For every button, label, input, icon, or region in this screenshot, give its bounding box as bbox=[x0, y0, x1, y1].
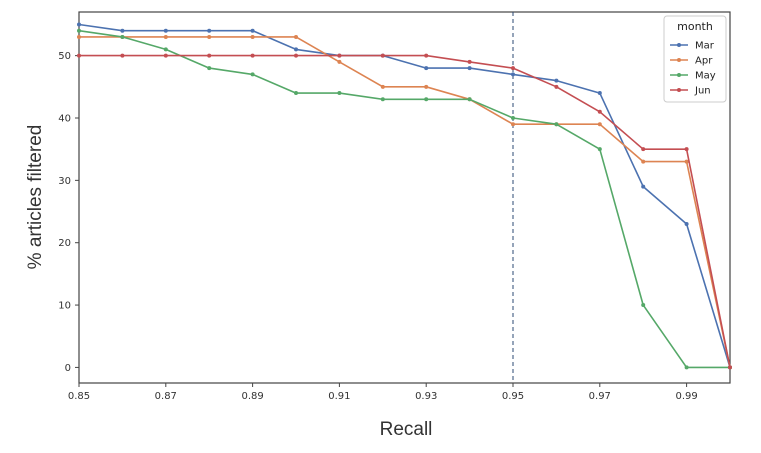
data-point-apr bbox=[641, 159, 646, 164]
data-point-mar bbox=[163, 28, 168, 33]
data-point-apr bbox=[511, 122, 515, 127]
x-tick-label: 0.99 bbox=[675, 391, 697, 402]
data-point-jun bbox=[207, 53, 212, 58]
data-point-apr bbox=[250, 34, 255, 39]
data-point-apr bbox=[77, 34, 81, 39]
legend-marker-jun bbox=[677, 88, 681, 92]
data-point-may bbox=[337, 91, 342, 96]
data-point-mar bbox=[597, 91, 602, 96]
data-point-mar bbox=[467, 66, 472, 71]
data-point-may bbox=[684, 365, 689, 370]
data-point-apr bbox=[207, 34, 212, 39]
data-point-mar bbox=[641, 184, 646, 189]
y-tick-label: 0 bbox=[65, 363, 71, 374]
data-point-jun bbox=[554, 84, 559, 89]
x-tick-label: 0.85 bbox=[68, 391, 90, 402]
data-point-jun bbox=[163, 53, 168, 58]
data-point-may bbox=[597, 147, 602, 152]
x-tick-label: 0.89 bbox=[241, 391, 263, 402]
data-point-apr bbox=[380, 84, 385, 89]
data-point-may bbox=[554, 122, 559, 127]
data-point-apr bbox=[163, 34, 168, 39]
data-point-mar bbox=[424, 66, 429, 71]
legend-label-apr: Apr bbox=[695, 56, 713, 67]
x-tick-label: 0.95 bbox=[502, 391, 524, 402]
data-point-jun bbox=[641, 147, 646, 152]
data-point-jun bbox=[294, 53, 298, 58]
y-tick-label: 40 bbox=[58, 114, 71, 125]
plot-area: 0.85 0.87 0.89 0.91 0.93 0.95 0.97 0.99 0 10 20 30 4… bbox=[58, 11, 732, 402]
data-point-mar bbox=[294, 47, 298, 52]
legend-marker-apr bbox=[677, 58, 681, 62]
y-tick-label: 20 bbox=[58, 238, 71, 249]
data-point-mar bbox=[250, 28, 255, 33]
y-tick-label: 30 bbox=[58, 176, 71, 187]
data-point-jun bbox=[424, 53, 429, 58]
legend-label-jun: Jun bbox=[694, 86, 711, 97]
y-tick-label: 10 bbox=[58, 301, 71, 312]
data-point-apr bbox=[684, 159, 689, 164]
data-point-may bbox=[250, 72, 255, 77]
data-point-may bbox=[207, 66, 212, 71]
legend-title: month bbox=[677, 20, 713, 33]
data-point-jun bbox=[380, 53, 385, 58]
data-point-jun bbox=[250, 53, 255, 58]
data-point-jun bbox=[597, 109, 602, 114]
data-point-mar bbox=[120, 28, 125, 33]
data-point-jun bbox=[728, 365, 732, 370]
plot-frame bbox=[78, 11, 731, 384]
legend-label-may: May bbox=[695, 71, 716, 82]
legend-box bbox=[663, 15, 727, 103]
legend-marker-mar bbox=[677, 43, 681, 47]
data-point-may bbox=[120, 34, 125, 39]
data-point-jun bbox=[511, 66, 515, 71]
data-point-mar bbox=[511, 72, 515, 77]
series-line-apr bbox=[79, 36, 731, 368]
data-point-apr bbox=[424, 84, 429, 89]
data-point-mar bbox=[207, 28, 212, 33]
series-line-mar bbox=[78, 23, 731, 368]
data-point-apr bbox=[337, 59, 342, 64]
data-point-mar bbox=[554, 78, 559, 83]
data-point-jun bbox=[467, 59, 472, 64]
data-point-may bbox=[511, 116, 515, 120]
data-point-apr bbox=[597, 122, 602, 127]
data-point-jun bbox=[77, 53, 81, 58]
x-tick-label: 0.97 bbox=[589, 391, 611, 402]
series-line-jun bbox=[79, 54, 731, 368]
data-point-may bbox=[163, 47, 168, 52]
x-axis-title: Recall bbox=[380, 419, 433, 440]
x-tick-label: 0.91 bbox=[328, 391, 350, 402]
series-line-may bbox=[78, 29, 730, 369]
y-axis-title: % articles filtered bbox=[25, 125, 46, 270]
x-tick-label: 0.93 bbox=[415, 391, 437, 402]
data-point-mar bbox=[684, 222, 689, 226]
x-tick-label: 0.87 bbox=[155, 391, 177, 402]
data-point-jun bbox=[684, 147, 689, 152]
data-point-may bbox=[467, 97, 472, 102]
legend-marker-may bbox=[677, 73, 681, 77]
data-point-apr bbox=[294, 34, 298, 39]
data-point-may bbox=[424, 97, 429, 102]
data-point-jun bbox=[337, 53, 342, 58]
data-point-may bbox=[77, 28, 81, 33]
legend-label-mar: Mar bbox=[695, 41, 715, 52]
data-point-mar bbox=[77, 22, 81, 27]
data-point-may bbox=[641, 303, 646, 308]
y-tick-label: 50 bbox=[58, 51, 71, 62]
data-point-may bbox=[294, 91, 298, 96]
data-point-jun bbox=[120, 53, 125, 58]
data-point-may bbox=[380, 97, 385, 102]
